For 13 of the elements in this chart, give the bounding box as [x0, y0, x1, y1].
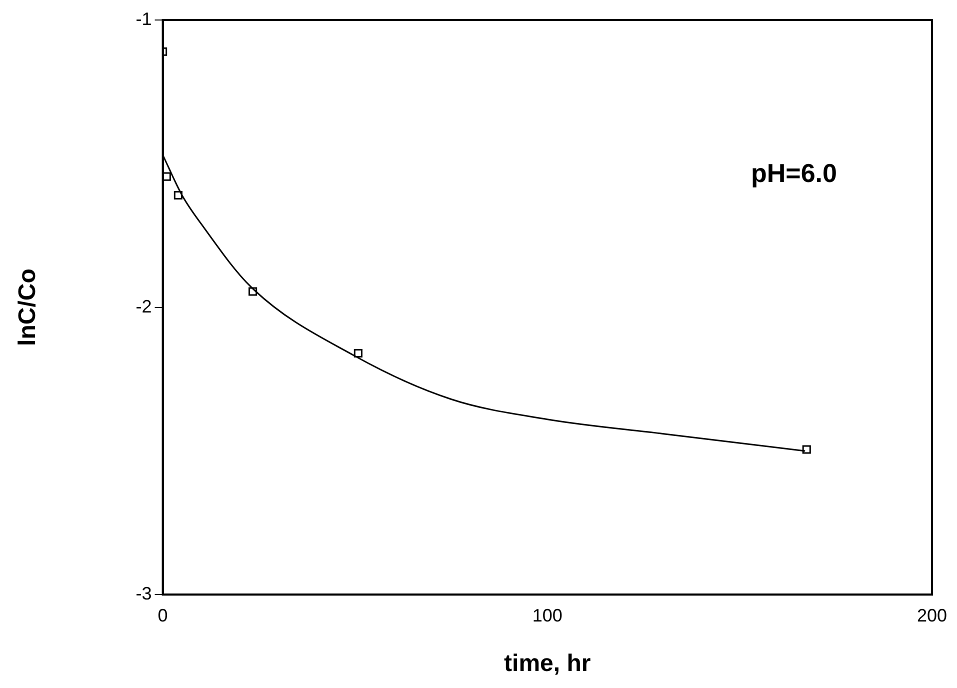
point [248, 287, 258, 296]
y-tick-label: -2 [136, 296, 152, 316]
x-tick-label: 0 [158, 605, 168, 626]
x-tick-label: 100 [532, 605, 562, 626]
annotation: pH=6.0 [751, 158, 837, 188]
x-axis-title: time, hr [504, 650, 591, 678]
point [802, 445, 811, 454]
y-axis-title: lnC/Co [14, 268, 42, 346]
y-tick-label: -3 [136, 584, 152, 604]
x-tick-label: 200 [916, 605, 948, 626]
y-tick-label: -1 [136, 8, 152, 29]
point [354, 348, 362, 358]
point [174, 190, 182, 200]
